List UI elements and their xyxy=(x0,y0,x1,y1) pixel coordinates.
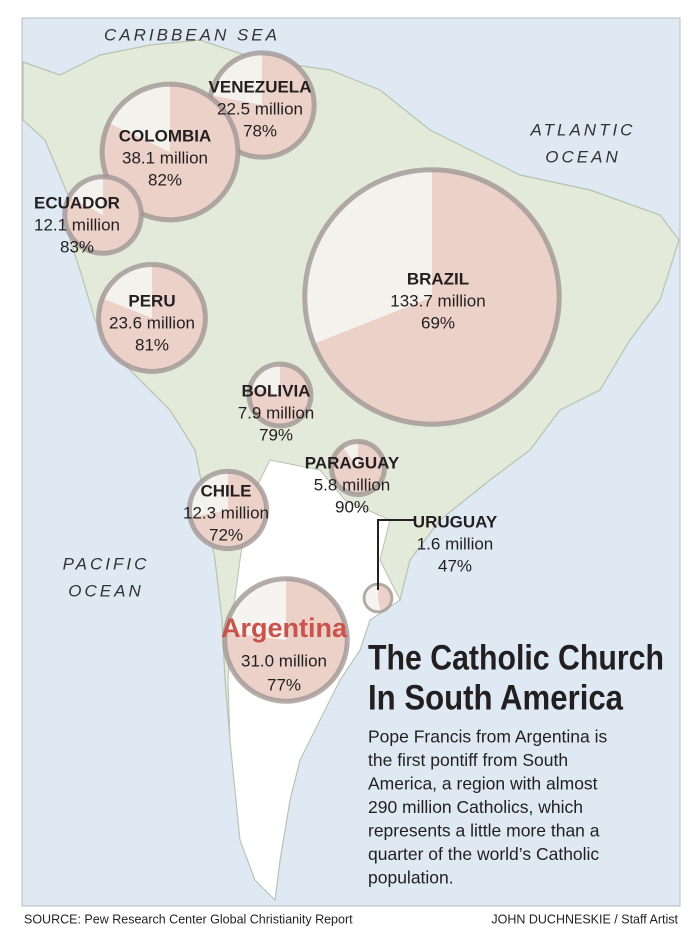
body-line: the first pontiff from South xyxy=(368,750,568,770)
country-labels: VENEZUELA 22.5 million 78% COLOMBIA 38.1 mil… xyxy=(34,77,498,694)
country-name: CHILE xyxy=(201,481,252,500)
body-line: Pope Francis from Argentina is xyxy=(368,727,608,747)
ocean-label: OCEAN xyxy=(545,147,620,166)
percent-label: 79% xyxy=(259,425,293,444)
ocean-label: ATLANTIC xyxy=(530,120,636,139)
circle-outline xyxy=(99,81,241,223)
catholic-share-wedge xyxy=(102,84,238,220)
percent-label: 77% xyxy=(267,675,301,694)
percent-label: 82% xyxy=(148,170,182,189)
circle-outline xyxy=(246,361,314,429)
percent-label: 47% xyxy=(438,556,472,575)
body-line: population. xyxy=(368,868,454,888)
circle-outline xyxy=(302,167,562,427)
country-circles xyxy=(62,50,562,704)
circle-outline xyxy=(186,468,270,552)
title: The Catholic Church xyxy=(368,638,664,677)
body-line: quarter of the world’s Catholic xyxy=(368,844,599,864)
catholic-share-wedge xyxy=(190,471,267,549)
country-name: BOLIVIA xyxy=(242,381,311,400)
body-line: 290 million Catholics, which xyxy=(368,797,583,817)
percent-label: 72% xyxy=(209,525,243,544)
population-label: 133.7 million xyxy=(390,291,485,310)
body-text: Pope Francis from Argentina is the first … xyxy=(368,727,608,888)
country-name: COLOMBIA xyxy=(119,126,212,145)
catholic-share-wedge xyxy=(224,578,348,702)
percent-label: 78% xyxy=(243,121,277,140)
country-name: PERU xyxy=(128,291,175,310)
percent-label: 83% xyxy=(60,237,94,256)
ocean-label: CARIBBEAN SEA xyxy=(104,25,280,44)
population-label: 12.1 million xyxy=(34,215,120,234)
ocean-label: PACIFIC xyxy=(63,554,150,573)
population-label: 22.5 million xyxy=(217,99,303,118)
population-label: 23.6 million xyxy=(109,313,195,332)
circle-outline xyxy=(329,439,387,497)
country-name: BRAZIL xyxy=(407,269,469,288)
catholic-share-wedge xyxy=(249,364,311,426)
percent-label: 81% xyxy=(135,335,169,354)
country-name: PARAGUAY xyxy=(305,453,400,472)
population-label: 5.8 million xyxy=(314,475,391,494)
body-line: America, a region with almost xyxy=(368,774,598,794)
population-label: 12.3 million xyxy=(183,503,269,522)
circle-outline xyxy=(62,174,144,256)
ocean-label: OCEAN xyxy=(68,581,143,600)
uruguay-leader xyxy=(377,519,415,590)
country-name: VENEZUELA xyxy=(209,77,312,96)
percent-label: 90% xyxy=(335,497,369,516)
percent-label: 69% xyxy=(421,313,455,332)
source: SOURCE: Pew Research Center Global Chris… xyxy=(24,912,353,926)
title: In South America xyxy=(368,678,623,717)
circle-outline xyxy=(222,576,350,704)
country-name: URUGUAY xyxy=(413,512,498,531)
credit: JOHN DUCHNESKIE / Staff Artist xyxy=(491,912,678,926)
population-label: 38.1 million xyxy=(122,148,208,167)
population-label: 31.0 million xyxy=(241,651,327,670)
population-label: 7.9 million xyxy=(238,403,315,422)
country-name: ECUADOR xyxy=(34,193,120,212)
catholic-share-wedge xyxy=(313,169,560,425)
circle-outline xyxy=(96,262,208,374)
population-label: 1.6 million xyxy=(417,534,494,553)
country-name: Argentina xyxy=(221,613,348,643)
body-line: represents a little more than a xyxy=(368,821,600,841)
catholic-share-wedge xyxy=(331,441,385,495)
catholic-share-wedge xyxy=(98,264,206,372)
catholic-share-wedge xyxy=(64,176,142,254)
